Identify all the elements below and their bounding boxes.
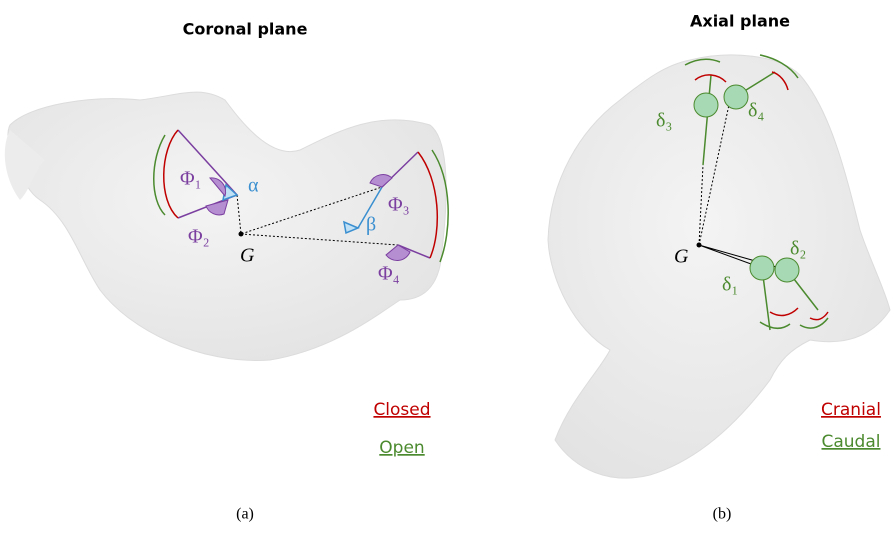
axial-geometry xyxy=(684,54,829,331)
label: G xyxy=(674,246,689,268)
label: α xyxy=(248,175,259,197)
coronal-shape xyxy=(7,91,447,361)
label: Φ₄ xyxy=(378,263,400,285)
legend-item: Closed xyxy=(373,400,430,420)
label: G xyxy=(240,245,255,267)
title: Coronal plane xyxy=(183,20,308,39)
point-g xyxy=(238,231,244,237)
point-g xyxy=(696,242,702,248)
label: δ₂ xyxy=(790,238,806,260)
tail xyxy=(4,130,45,200)
title: Axial plane xyxy=(690,12,790,31)
axial-shape xyxy=(547,54,891,479)
caption: (b) xyxy=(713,506,732,523)
label: β xyxy=(366,214,376,236)
label: δ₁ xyxy=(722,274,738,296)
caption: (a) xyxy=(236,506,254,523)
legend-item: Caudal xyxy=(822,432,881,452)
legend-item: Cranial xyxy=(821,400,881,420)
label: Φ₂ xyxy=(188,226,210,248)
label: Φ₃ xyxy=(388,194,410,216)
label: δ₃ xyxy=(656,110,672,132)
coronal-geometry xyxy=(153,129,449,263)
label: Φ₁ xyxy=(180,168,202,190)
label: δ₄ xyxy=(748,100,764,122)
legend-item: Open xyxy=(379,438,424,458)
